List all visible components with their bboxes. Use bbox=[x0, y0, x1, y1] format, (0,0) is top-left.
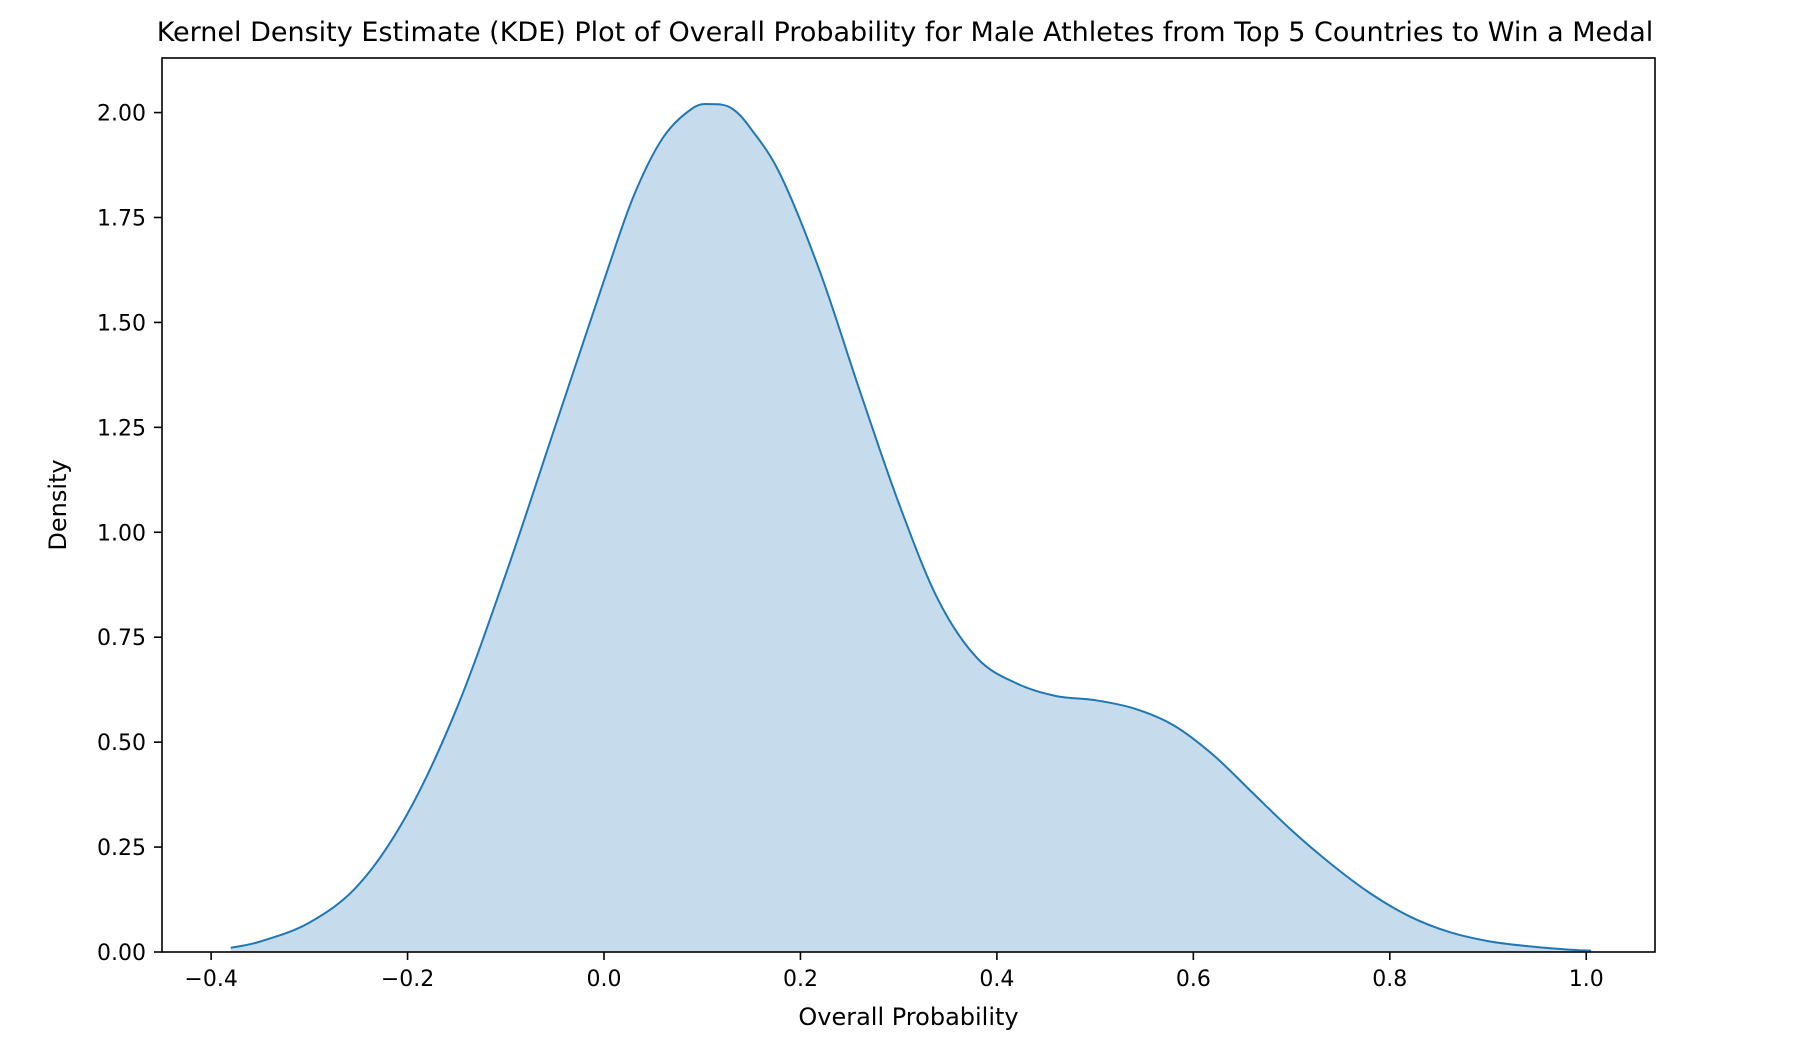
y-tick-label: 2.00 bbox=[97, 102, 146, 127]
x-tick-label: 0.6 bbox=[1176, 967, 1211, 992]
y-tick-label: 0.50 bbox=[97, 731, 146, 756]
y-tick-label: 1.50 bbox=[97, 311, 146, 336]
chart-title: Kernel Density Estimate (KDE) Plot of Ov… bbox=[157, 17, 1654, 48]
y-axis-label: Density bbox=[44, 459, 72, 550]
y-tick-label: 0.00 bbox=[97, 941, 146, 966]
x-tick-label: −0.2 bbox=[381, 967, 434, 992]
x-axis-ticks: −0.4 −0.2 0.0 0.2 0.4 0.6 0.8 1.0 bbox=[184, 952, 1604, 992]
kde-density-area bbox=[230, 104, 1592, 952]
x-tick-label: 0.8 bbox=[1372, 967, 1407, 992]
y-tick-label: 0.75 bbox=[97, 626, 146, 651]
y-tick-label: 1.25 bbox=[97, 416, 146, 441]
x-tick-label: −0.4 bbox=[184, 967, 237, 992]
y-tick-label: 1.75 bbox=[97, 206, 146, 231]
x-axis-label: Overall Probability bbox=[798, 1003, 1018, 1031]
y-tick-label: 1.00 bbox=[97, 521, 146, 546]
plot-frame bbox=[161, 57, 1656, 953]
x-tick-label: 1.0 bbox=[1569, 967, 1604, 992]
x-tick-label: 0.4 bbox=[979, 967, 1014, 992]
kde-density-line bbox=[230, 103, 1592, 952]
x-tick-label: 0.0 bbox=[587, 967, 622, 992]
x-tick-label: 0.2 bbox=[783, 967, 818, 992]
y-axis-ticks: 0.00 0.25 0.50 0.75 1.00 1.25 1.50 1.75 2.00 bbox=[97, 102, 162, 966]
y-tick-label: 0.25 bbox=[97, 836, 146, 861]
